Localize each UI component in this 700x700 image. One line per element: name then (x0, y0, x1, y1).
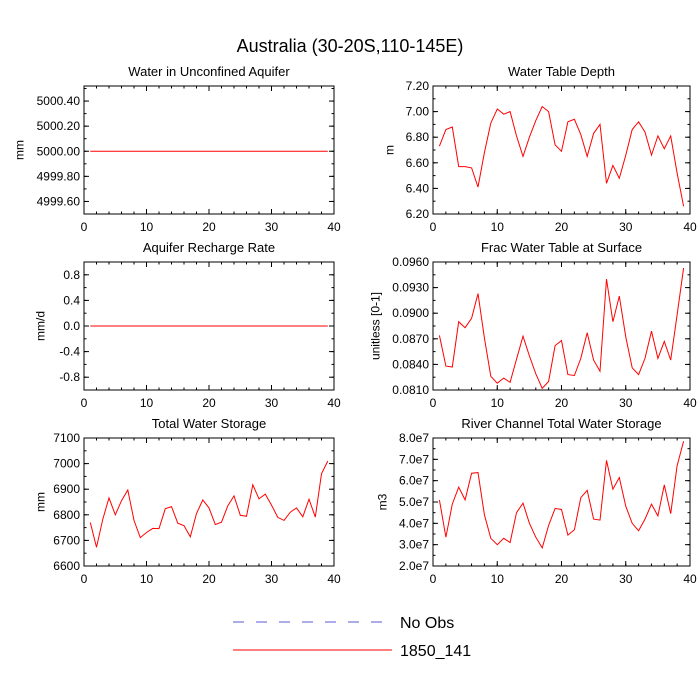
y-tick-label: 7100 (53, 431, 80, 445)
y-axis-label: m3 (376, 493, 390, 510)
panel-2: 0 10 20 30 40 -0.8 -0.4 0.0 0.4 0.8 Aquifer Rechar… (33, 240, 341, 410)
y-axis-label: mm (13, 140, 27, 160)
y-axis-label: mm/d (33, 311, 47, 341)
x-tick-label: 30 (265, 572, 279, 586)
plot-frame (432, 261, 691, 391)
x-tick-label: 10 (140, 396, 154, 410)
page-title: Australia (30-20S,110-145E) (237, 36, 464, 56)
y-tick-label: 8.0e7 (399, 431, 429, 445)
y-tick-label: 0.8 (63, 268, 80, 282)
y-tick-label: 0.0870 (392, 332, 429, 346)
y-tick-label: 5000.00 (37, 144, 81, 158)
panel-title: Frac Water Table at Surface (481, 240, 642, 255)
legend-label-0: No Obs (400, 615, 454, 632)
panel-4: 0 10 20 30 40 6600 6700 6800 6900 7000 7100 Total W… (33, 416, 341, 586)
y-tick-label: 6700 (53, 533, 80, 547)
y-tick-label: -0.4 (59, 345, 80, 359)
series-line-1850_141 (438, 441, 685, 550)
panel-title: Aquifer Recharge Rate (143, 240, 275, 255)
y-tick-label: 4.0e7 (399, 516, 429, 530)
plot-frame (432, 437, 691, 567)
x-tick-label: 20 (202, 572, 216, 586)
y-tick-label: 6.40 (406, 181, 430, 195)
x-tick-label: 10 (491, 396, 505, 410)
x-tick-label: 10 (491, 572, 505, 586)
panel-3: 0 10 20 30 40 0.0810 0.0840 0.0870 0.0900 0.0930 0… (369, 240, 697, 410)
y-tick-label: 4999.80 (37, 169, 81, 183)
y-axis-label: unitless [0-1] (369, 292, 383, 360)
legend: No Obs 1850_141 (233, 615, 471, 660)
x-tick-label: 10 (140, 220, 154, 234)
x-tick-label: 0 (430, 220, 437, 234)
x-tick-label: 30 (619, 220, 633, 234)
y-tick-label: 0.4 (63, 293, 80, 307)
panel-title: Total Water Storage (152, 416, 266, 431)
panels-group: 0 10 20 30 40 4999.60 4999.80 5000.00 5000.20 500… (13, 64, 697, 586)
y-tick-label: 6.20 (406, 207, 430, 221)
plot-frame (83, 85, 335, 215)
panel-0: 0 10 20 30 40 4999.60 4999.80 5000.00 5000.20 500… (13, 64, 341, 234)
y-tick-label: 5000.20 (37, 119, 81, 133)
x-tick-label: 0 (81, 572, 88, 586)
y-tick-label: 7000 (53, 457, 80, 471)
panel-1: 0 10 20 30 40 6.20 6.40 6.60 6.80 7.00 7.20 Water T… (382, 64, 697, 234)
series-line-1850_141 (438, 267, 685, 390)
y-tick-label: 6.80 (406, 130, 430, 144)
y-tick-label: 6900 (53, 482, 80, 496)
panel-title: River Channel Total Water Storage (461, 416, 661, 431)
y-tick-label: 0.0960 (392, 255, 429, 269)
y-tick-label: 4999.60 (37, 194, 81, 208)
y-tick-label: 0.0900 (392, 306, 429, 320)
y-tick-label: 6.60 (406, 156, 430, 170)
x-tick-label: 20 (202, 396, 216, 410)
y-tick-label: -0.8 (59, 370, 80, 384)
legend-label-1: 1850_141 (400, 643, 471, 660)
x-tick-label: 0 (81, 220, 88, 234)
x-tick-label: 30 (265, 396, 279, 410)
x-tick-label: 0 (430, 572, 437, 586)
x-tick-label: 40 (327, 396, 341, 410)
y-tick-label: 3.0e7 (399, 538, 429, 552)
x-tick-label: 0 (430, 396, 437, 410)
panel-title: Water in Unconfined Aquifer (128, 64, 290, 79)
panel-title: Water Table Depth (508, 64, 615, 79)
y-tick-label: 7.00 (406, 105, 430, 119)
y-tick-label: 6.0e7 (399, 474, 429, 488)
plot-frame (83, 437, 335, 567)
x-tick-label: 30 (265, 220, 279, 234)
y-tick-label: 0.0 (63, 319, 80, 333)
y-tick-label: 6800 (53, 508, 80, 522)
y-tick-label: 5000.40 (37, 94, 81, 108)
x-tick-label: 40 (327, 572, 341, 586)
y-tick-label: 0.0930 (392, 281, 429, 295)
x-tick-label: 0 (81, 396, 88, 410)
x-tick-label: 20 (555, 396, 569, 410)
y-axis-label: m (382, 145, 396, 155)
x-tick-label: 20 (555, 572, 569, 586)
x-tick-label: 30 (619, 572, 633, 586)
series-line-1850_141 (438, 105, 685, 207)
x-tick-label: 10 (140, 572, 154, 586)
x-tick-label: 10 (491, 220, 505, 234)
y-tick-label: 7.0e7 (399, 452, 429, 466)
y-tick-label: 5.0e7 (399, 495, 429, 509)
y-tick-label: 2.0e7 (399, 559, 429, 573)
y-axis-label: mm (33, 492, 47, 512)
series-line-1850_141 (89, 460, 329, 548)
x-tick-label: 40 (683, 572, 697, 586)
x-tick-label: 20 (202, 220, 216, 234)
x-tick-label: 20 (555, 220, 569, 234)
y-tick-label: 0.0840 (392, 357, 429, 371)
y-tick-label: 7.20 (406, 79, 430, 93)
x-tick-label: 40 (327, 220, 341, 234)
y-tick-label: 0.0810 (392, 383, 429, 397)
x-tick-label: 40 (683, 220, 697, 234)
y-tick-label: 6600 (53, 559, 80, 573)
panel-5: 0 10 20 30 40 2.0e7 3.0e7 4.0e7 5.0e7 6.0e7 7.0e7 8… (376, 416, 697, 586)
x-tick-label: 40 (683, 396, 697, 410)
x-tick-label: 30 (619, 396, 633, 410)
